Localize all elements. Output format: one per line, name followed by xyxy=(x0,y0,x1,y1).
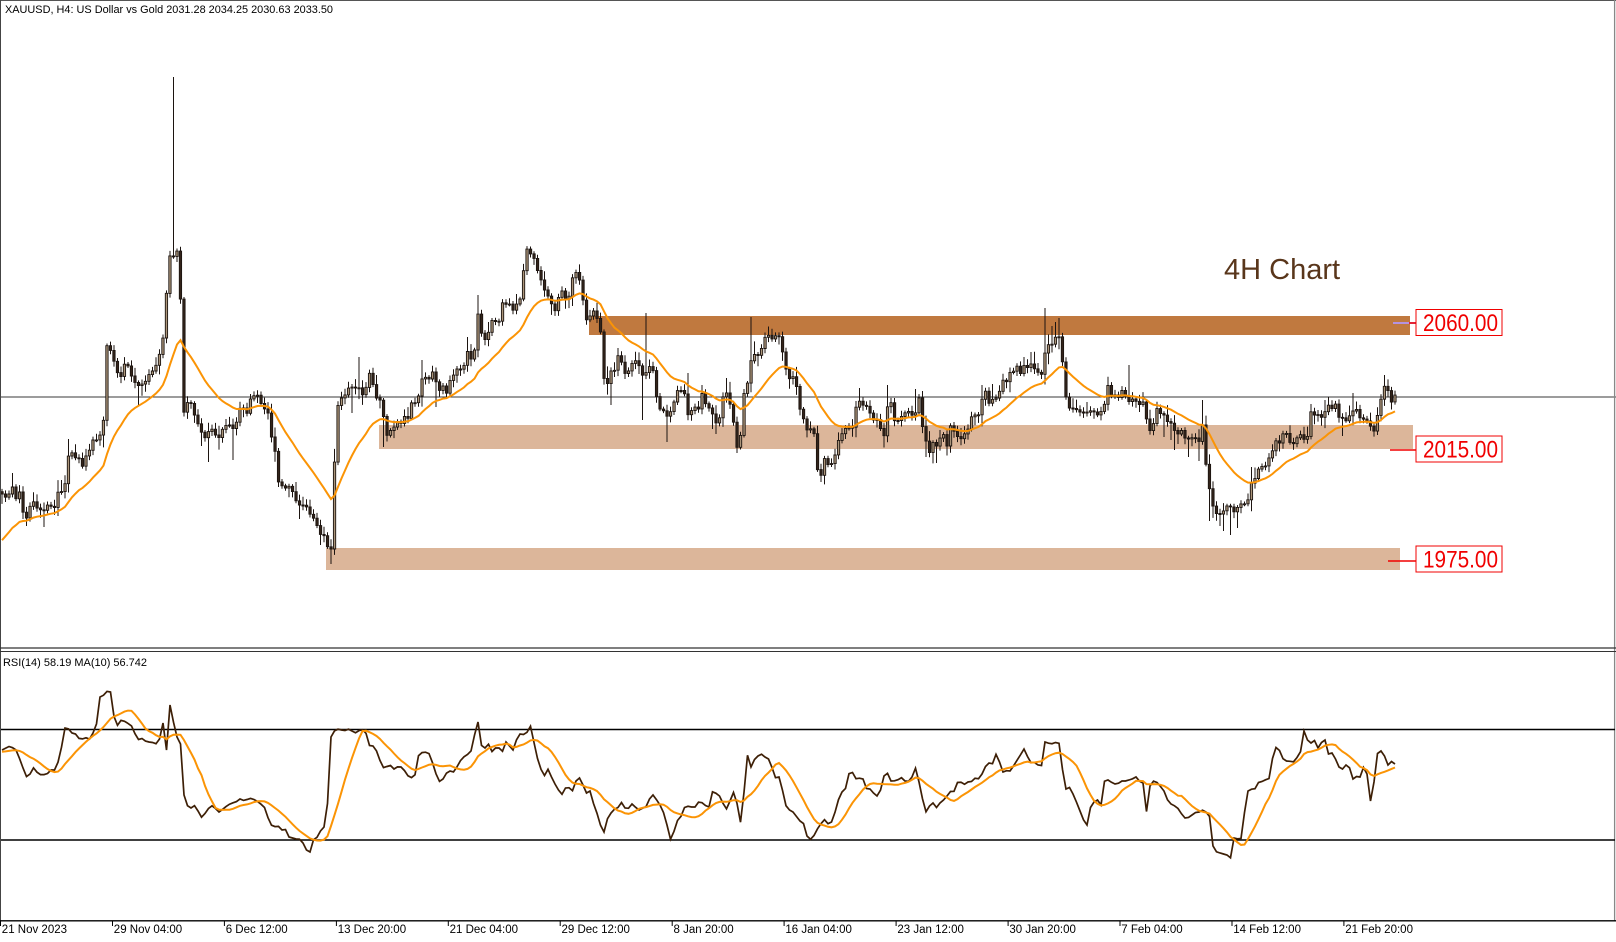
svg-text:1975.00: 1975.00 xyxy=(1423,547,1498,574)
svg-text:29 Dec 12:00: 29 Dec 12:00 xyxy=(562,924,630,936)
svg-text:21 Feb 20:00: 21 Feb 20:00 xyxy=(1345,924,1413,936)
svg-text:XAUUSD, H4: US Dollar vs Gold: XAUUSD, H4: US Dollar vs Gold 2031.28 20… xyxy=(5,4,333,16)
svg-text:2060.00: 2060.00 xyxy=(1423,310,1498,337)
svg-text:21 Nov 2023: 21 Nov 2023 xyxy=(2,924,67,936)
svg-text:RSI(14) 58.19 MA(10) 56.742: RSI(14) 58.19 MA(10) 56.742 xyxy=(3,657,147,669)
svg-text:7 Feb 04:00: 7 Feb 04:00 xyxy=(1121,924,1182,936)
svg-text:30 Jan 20:00: 30 Jan 20:00 xyxy=(1009,924,1076,936)
svg-text:6 Dec 12:00: 6 Dec 12:00 xyxy=(226,924,288,936)
svg-text:16 Jan 04:00: 16 Jan 04:00 xyxy=(785,924,852,936)
svg-text:23 Jan 12:00: 23 Jan 12:00 xyxy=(897,924,964,936)
svg-text:21 Dec 04:00: 21 Dec 04:00 xyxy=(450,924,518,936)
svg-text:4H Chart: 4H Chart xyxy=(1224,254,1340,286)
svg-text:29 Nov 04:00: 29 Nov 04:00 xyxy=(114,924,182,936)
svg-text:2015.00: 2015.00 xyxy=(1423,437,1498,464)
svg-text:8 Jan 20:00: 8 Jan 20:00 xyxy=(674,924,734,936)
svg-text:13 Dec 20:00: 13 Dec 20:00 xyxy=(338,924,406,936)
svg-text:14 Feb 12:00: 14 Feb 12:00 xyxy=(1233,924,1301,936)
